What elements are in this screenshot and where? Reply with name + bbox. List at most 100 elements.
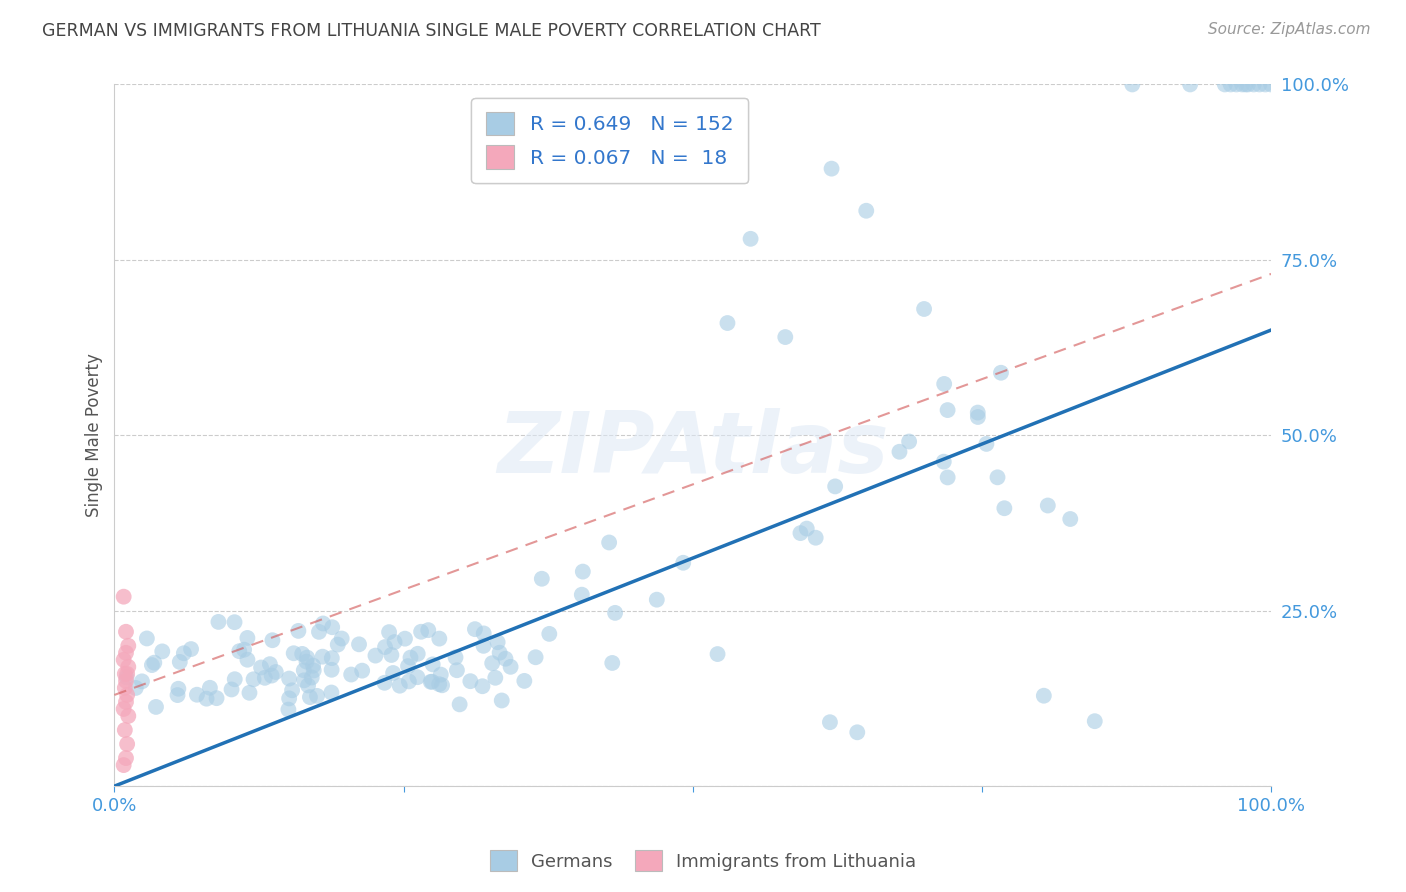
Point [295,650,318,665]
Point [373,675,395,690]
Point [398,674,420,689]
Legend: R = 0.649   N = 152, R = 0.067   N =  18: R = 0.649 N = 152, R = 0.067 N = 18 [471,98,748,183]
Point [292,663,315,677]
Point [1234,78,1257,92]
Point [716,316,738,330]
Point [1032,689,1054,703]
Point [427,677,450,691]
Point [326,638,349,652]
Point [1121,78,1143,92]
Point [499,660,522,674]
Point [205,691,228,706]
Point [311,649,333,664]
Point [796,522,818,536]
Point [855,203,877,218]
Point [912,301,935,316]
Point [340,667,363,681]
Point [419,674,441,689]
Point [295,655,318,669]
Point [789,526,811,541]
Point [966,406,988,420]
Point [889,444,911,458]
Point [486,635,509,649]
Point [427,632,450,646]
Point [259,657,281,672]
Point [472,639,495,653]
Point [406,670,429,684]
Point [374,640,396,654]
Point [321,651,343,665]
Point [418,623,440,637]
Text: ZIPAtlas: ZIPAtlas [496,408,889,491]
Point [384,635,406,649]
Point [233,642,256,657]
Point [312,616,335,631]
Point [236,631,259,645]
Point [378,625,401,640]
Point [195,691,218,706]
Point [672,556,695,570]
Point [645,592,668,607]
Point [115,673,138,688]
Point [297,678,319,692]
Point [460,674,482,689]
Point [488,646,510,660]
Point [472,626,495,640]
Point [112,758,135,772]
Point [302,664,325,678]
Point [301,671,323,685]
Point [1230,78,1253,92]
Point [278,691,301,706]
Point [976,437,998,451]
Point [598,535,620,549]
Point [145,700,167,714]
Text: Source: ZipAtlas.com: Source: ZipAtlas.com [1208,22,1371,37]
Point [277,702,299,716]
Point [115,688,138,702]
Point [224,615,246,630]
Point [464,622,486,636]
Point [125,681,148,695]
Point [538,627,561,641]
Point [292,673,315,688]
Point [820,161,842,176]
Point [298,690,321,705]
Point [115,666,138,681]
Point [495,651,517,665]
Point [221,682,243,697]
Point [112,702,135,716]
Point [524,650,547,665]
Point [775,330,797,344]
Point [1059,512,1081,526]
Point [278,672,301,686]
Point [422,657,444,672]
Point [115,751,138,765]
Point [117,639,139,653]
Point [302,658,325,673]
Point [167,681,190,696]
Point [990,366,1012,380]
Point [420,674,443,689]
Point [986,470,1008,484]
Point [253,671,276,685]
Point [898,434,921,449]
Point [236,653,259,667]
Point [409,624,432,639]
Point [382,665,405,680]
Point [1243,78,1265,92]
Point [260,668,283,682]
Point [1219,78,1241,92]
Point [430,667,453,681]
Point [347,637,370,651]
Point [115,737,138,751]
Point [1084,714,1107,729]
Point [1260,78,1282,92]
Point [112,653,135,667]
Point [484,671,506,685]
Point [936,403,959,417]
Point [112,590,135,604]
Point [1249,78,1271,92]
Point [491,693,513,707]
Point [364,648,387,663]
Point [444,650,467,665]
